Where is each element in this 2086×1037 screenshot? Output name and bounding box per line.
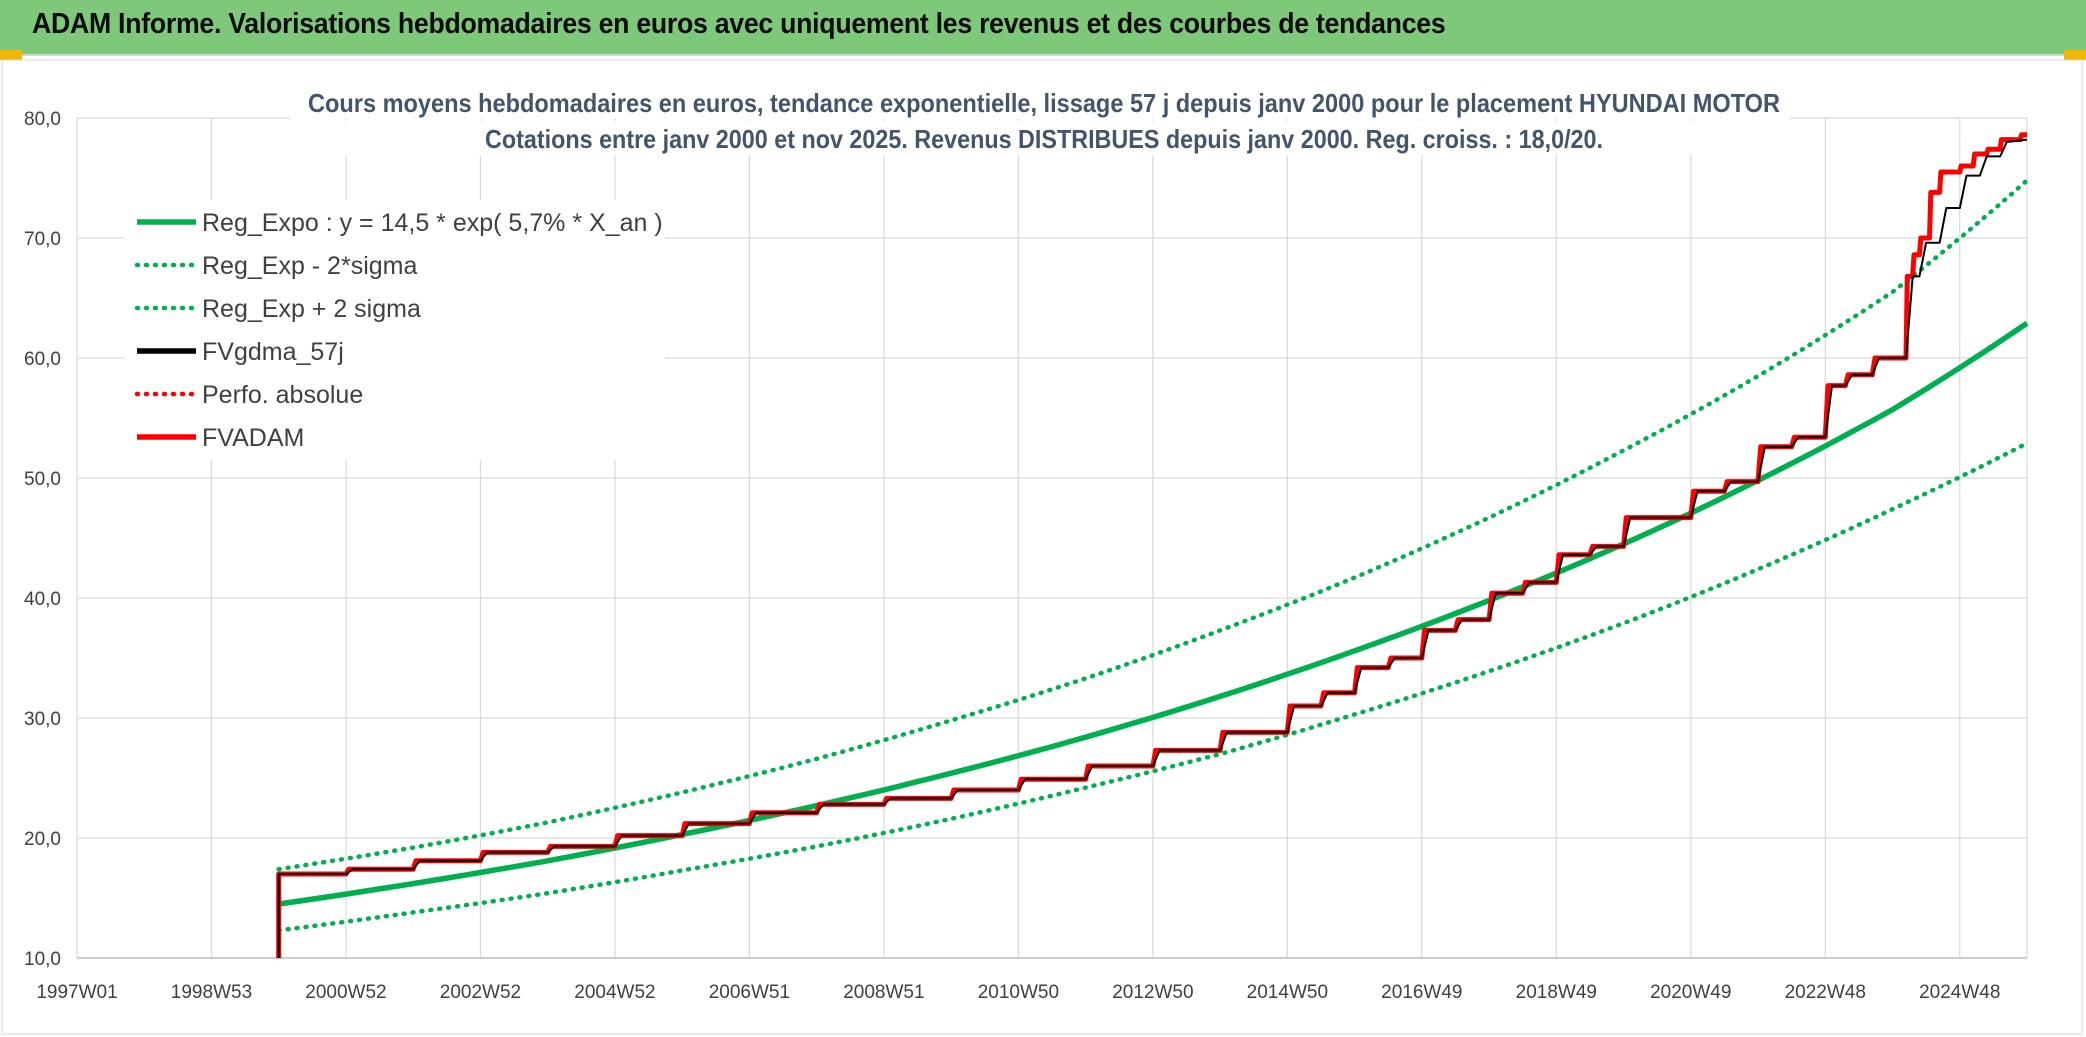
series-reg-exp-minus-2sigma: [276, 440, 2030, 933]
legend-label: FVADAM: [202, 424, 304, 452]
series-layer: [276, 132, 2030, 958]
legend-label: FVgdma_57j: [202, 338, 344, 366]
x-tick-label: 2014W50: [1247, 982, 1328, 1003]
chart-title-line: Cotations entre janv 2000 et nov 2025. R…: [485, 124, 1603, 154]
y-tick-label: 60,0: [24, 349, 61, 370]
y-tick-label: 70,0: [24, 229, 61, 250]
legend-label: Perfo. absolue: [202, 381, 363, 409]
series-fvgdma-57j: [277, 138, 2028, 958]
x-tick-label: 2010W50: [978, 982, 1059, 1003]
legend-label: Reg_Expo : y = 14,5 * exp( 5,7% * X_an ): [202, 209, 663, 237]
chart-title-backdrop: [290, 85, 1790, 119]
y-tick-label: 30,0: [24, 709, 61, 730]
y-tick-label: 40,0: [24, 589, 61, 610]
y-tick-label: 50,0: [24, 469, 61, 490]
legend-backdrop: [125, 200, 665, 460]
series-fvadam: [276, 132, 2027, 958]
legend: Reg_Expo : y = 14,5 * exp( 5,7% * X_an )…: [125, 200, 665, 460]
x-tick-label: 2022W48: [1785, 982, 1866, 1003]
x-tick-label: 1997W01: [36, 982, 117, 1003]
header-bar: ADAM Informe. Valorisations hebdomadaire…: [0, 0, 2086, 56]
chart-title-line: Cours moyens hebdomadaires en euros, ten…: [308, 88, 1780, 118]
report-title: ADAM Informe. Valorisations hebdomadaire…: [32, 8, 1446, 40]
legend-label: Reg_Exp - 2*sigma: [202, 252, 417, 280]
x-tick-label: 2004W52: [574, 982, 655, 1003]
series-reg-expo: [278, 320, 2029, 907]
y-tick-label: 80,0: [24, 109, 61, 130]
legend-label: Reg_Exp + 2 sigma: [202, 295, 421, 323]
x-tick-label: 2002W52: [440, 982, 521, 1003]
x-tick-label: 2020W49: [1650, 982, 1731, 1003]
chart-title-backdrop: [290, 121, 1790, 155]
x-tick-label: 2000W52: [305, 982, 386, 1003]
x-tick-label: 2012W50: [1112, 982, 1193, 1003]
x-tick-label: 2008W51: [843, 982, 924, 1003]
x-tick-label: 2018W49: [1516, 982, 1597, 1003]
chart-title: Cours moyens hebdomadaires en euros, ten…: [290, 85, 1790, 155]
axis-layer: 10,0 20,0 30,0 40,0 50,0 60,0 70,0 80,0 1997W01 1…: [24, 109, 2027, 1003]
x-tick-label: 2024W48: [1919, 982, 2000, 1003]
series-reg-exp-plus-2sigma: [276, 178, 2030, 872]
x-tick-label: 2006W51: [709, 982, 790, 1003]
header-accent-left: [0, 50, 22, 60]
y-tick-label: 20,0: [24, 829, 61, 850]
header-accent-right: [2064, 50, 2086, 60]
x-tick-label: 2016W49: [1381, 982, 1462, 1003]
y-tick-label: 10,0: [24, 949, 61, 970]
x-tick-label: 1998W53: [171, 982, 252, 1003]
